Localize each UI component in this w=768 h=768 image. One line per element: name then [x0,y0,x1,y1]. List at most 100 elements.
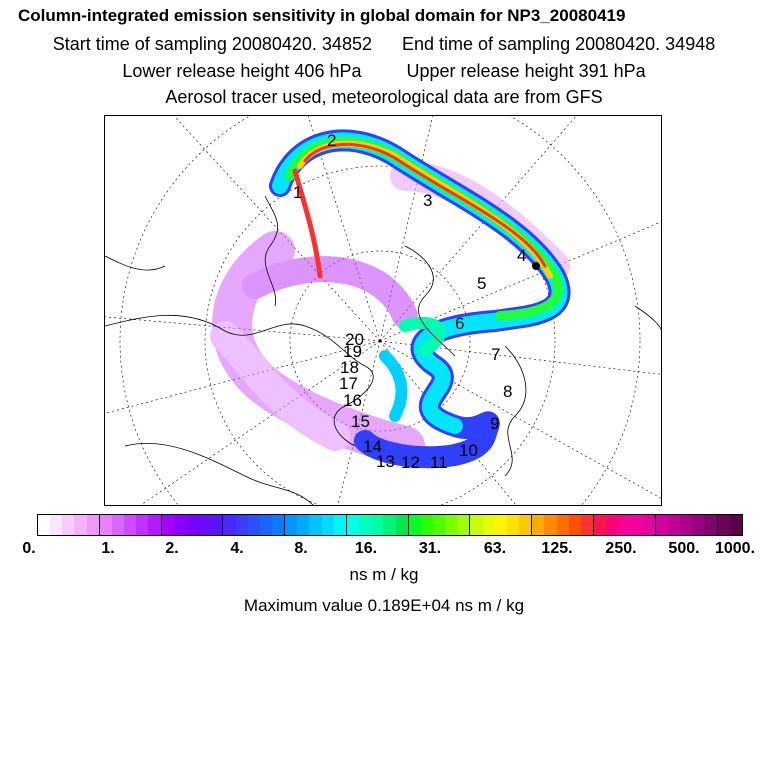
sampling-times: Start time of sampling 20080420. 34852 E… [0,34,768,55]
colorbar-segment [74,515,87,535]
coastlines [105,195,661,505]
colorbar-segment [457,515,471,535]
colorbar-segment [667,515,681,535]
upper-release-height: Upper release height 391 hPa [406,61,646,81]
colorbar-segment [136,515,149,535]
point-label: 3 [423,191,432,210]
plot-title: Column-integrated emission sensitivity i… [18,6,626,25]
colorbar-segment [594,515,607,535]
colorbar-segment [420,515,433,535]
colorbar-segment [62,515,75,535]
tick-label: 16. [354,540,378,557]
tick-label: 31. [418,540,442,557]
point-label: 15 [351,412,370,431]
point-label: 5 [477,274,486,293]
colorbar-segment [704,515,718,535]
point-label: 20 [345,330,364,349]
colorbar-segment [532,515,545,535]
point-label: 16 [343,391,362,410]
colorbar-segment [111,515,125,535]
colorbar-segment [359,515,372,535]
colorbar-segment [568,515,581,535]
colorbar-segment [729,515,742,535]
point-label: 9 [490,414,499,433]
point-label: 17 [339,374,358,393]
map-canvas: 1 2 3 4 5 6 7 8 9 10 11 12 13 14 15 16 1… [105,116,661,505]
colorbar-ticks: 0. 1. 2. 4. 8. 16. 31. 63. 125. 250. 500… [0,540,768,560]
colorbar-segment [506,515,520,535]
colorbar-segment [408,515,421,535]
plume [269,129,571,469]
colorbar-segment [642,515,656,535]
colorbar-segment [333,515,347,535]
point-label: 11 [430,453,448,472]
colorbar-segment [717,515,730,535]
end-time: End time of sampling 20080420. 34948 [402,34,716,54]
colorbar-segment [86,515,100,535]
colorbar-segment [383,515,396,535]
start-time: Start time of sampling 20080420. 34852 [52,34,372,54]
colorbar-segment [271,515,286,535]
colorbar-segment [606,515,619,535]
tick-label: 63. [483,540,507,557]
colorbar-segment [580,515,595,535]
point-label: 8 [503,382,512,401]
tick-label: 125. [541,540,573,557]
point-label: 6 [455,314,464,333]
colorbar-segment [433,515,446,535]
colorbar-segment [297,515,310,535]
colorbar-segment [198,515,211,535]
release-point-marker [532,262,540,270]
colorbar-segment [247,515,260,535]
trajectory-labels: 1 2 3 4 5 6 7 8 9 10 11 12 13 14 15 16 1… [293,131,526,472]
colorbar-segment [285,515,298,535]
colorbar-segment [99,515,112,535]
colorbar-segment [259,515,272,535]
colorbar-segment [692,515,705,535]
tick-label: 8. [294,540,308,557]
point-label: 12 [401,453,420,472]
colorbar-segment [124,515,137,535]
colorbar-segment [470,515,483,535]
colorbar-segment [235,515,248,535]
colorbar-segment [556,515,569,535]
colorbar-segment [519,515,533,535]
point-label: 19 [343,342,362,361]
point-label: 4 [517,246,526,265]
colorbar-segment [395,515,409,535]
tick-label: 1000. [714,540,756,557]
colorbar-segment [544,515,557,535]
colorbar-segment [371,515,384,535]
release-heights: Lower release height 406 hPa Upper relea… [0,61,768,82]
colorbar-segment [494,515,507,535]
tick-label: 0. [22,540,36,557]
colorbar [37,514,743,536]
colorbar-segment [210,515,224,535]
tick-label: 4. [230,540,244,557]
tick-label: 250. [605,540,637,557]
lower-release-height: Lower release height 406 hPa [122,61,362,81]
point-label: 18 [340,358,359,377]
point-label: 2 [327,131,336,150]
colorbar-segment [161,515,174,535]
maximum-value: Maximum value 0.189E+04 ns m / kg [243,596,525,615]
colorbar-segment [321,515,334,535]
colorbar-segment [50,515,63,535]
tick-label: 1. [101,540,115,557]
colorbar-segment [148,515,162,535]
colorbar-segment [630,515,643,535]
point-label: 14 [363,437,382,456]
colorbar-units: ns m / kg [349,565,419,584]
colorbar-segment [173,515,186,535]
colorbar-segment [445,515,458,535]
tracer-note: Aerosol tracer used, meteorological data… [165,87,603,107]
sensitivity-map: 1 2 3 4 5 6 7 8 9 10 11 12 13 14 15 16 1… [104,115,662,506]
point-label: 10 [459,441,478,460]
point-label: 7 [491,345,500,364]
colorbar-segment [185,515,199,535]
colorbar-segment [482,515,495,535]
point-label: 1 [293,183,302,202]
tick-label: 500. [668,540,700,557]
colorbar-segment [680,515,693,535]
colorbar-segment [38,515,51,535]
